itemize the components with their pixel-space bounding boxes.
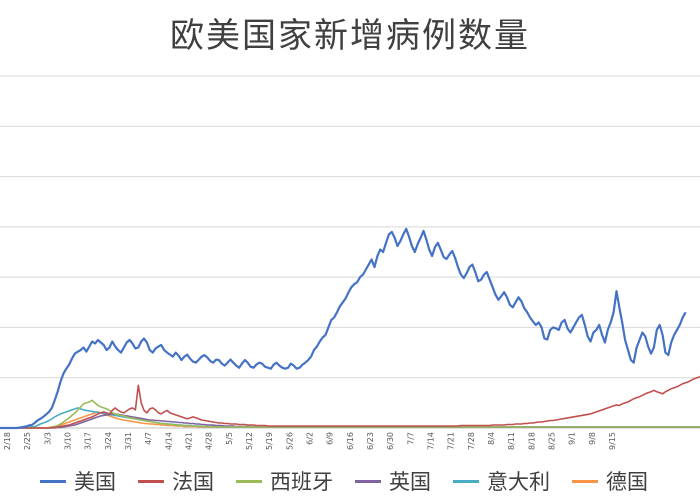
- legend-swatch-uk: [355, 479, 381, 483]
- x-tick-label: 5/26: [285, 432, 294, 450]
- x-tick-label: 3/31: [124, 432, 133, 450]
- legend-swatch-us: [40, 479, 66, 483]
- legend-item-us: 美国: [40, 466, 116, 496]
- x-tick-label: 4/7: [144, 432, 153, 445]
- x-tick-label: 9/8: [588, 432, 597, 445]
- x-tick-label: 3/17: [84, 432, 93, 450]
- legend-swatch-italy: [453, 479, 479, 483]
- legend-swatch-france: [138, 479, 164, 483]
- x-tick-label: 8/11: [507, 432, 516, 450]
- x-tick-label: 7/21: [447, 432, 456, 450]
- x-tick-label: 4/21: [184, 432, 193, 450]
- series-line-italy: [0, 407, 700, 429]
- legend-item-uk: 英国: [355, 466, 431, 496]
- x-tick-label: 3/10: [63, 432, 72, 450]
- x-tick-label: 5/5: [225, 432, 234, 445]
- x-tick-label: 3/24: [104, 432, 113, 450]
- x-tick-label: 7/28: [467, 432, 476, 450]
- x-tick-label: 8/18: [527, 432, 536, 450]
- chart-legend: 美国 法国 西班牙 英国 意大利 德国: [40, 468, 648, 494]
- legend-item-italy: 意大利: [453, 466, 550, 496]
- series-line-us: [0, 227, 687, 430]
- x-tick-label: 8/25: [547, 432, 556, 450]
- legend-swatch-germany: [572, 479, 598, 483]
- legend-swatch-spain: [236, 479, 262, 483]
- x-tick-label: 3/3: [43, 432, 52, 445]
- x-tick-label: 6/16: [346, 432, 355, 450]
- legend-item-france: 法国: [138, 466, 214, 496]
- legend-label-uk: 英国: [389, 470, 431, 494]
- x-tick-label: 9/1: [568, 432, 577, 445]
- x-tick-label: 6/2: [305, 432, 314, 445]
- x-tick-label: 2/18: [3, 432, 12, 450]
- x-tick-label: 4/14: [164, 432, 173, 450]
- x-tick-label: 2/25: [23, 432, 32, 450]
- series-line-france: [0, 375, 700, 429]
- legend-label-spain: 西班牙: [270, 470, 333, 494]
- x-tick-label: 7/7: [406, 432, 415, 445]
- x-tick-label: 6/23: [366, 432, 375, 450]
- legend-label-us: 美国: [74, 470, 116, 494]
- legend-label-italy: 意大利: [487, 470, 550, 494]
- x-tick-label: 4/28: [205, 432, 214, 450]
- x-tick-label: 8/4: [487, 432, 496, 445]
- x-tick-label: 5/12: [245, 432, 254, 450]
- legend-item-spain: 西班牙: [236, 466, 333, 496]
- series-line-spain: [0, 399, 700, 429]
- legend-label-france: 法国: [172, 470, 214, 494]
- legend-label-germany: 德国: [606, 470, 648, 494]
- x-tick-label: 5/19: [265, 432, 274, 450]
- x-tick-label: 6/9: [326, 432, 335, 445]
- x-tick-label: 7/14: [426, 432, 435, 450]
- x-tick-label: 6/30: [386, 432, 395, 450]
- x-tick-label: 9/15: [608, 432, 617, 450]
- chart-title: 欧美国家新增病例数量: [170, 16, 530, 56]
- legend-item-germany: 德国: [572, 466, 648, 496]
